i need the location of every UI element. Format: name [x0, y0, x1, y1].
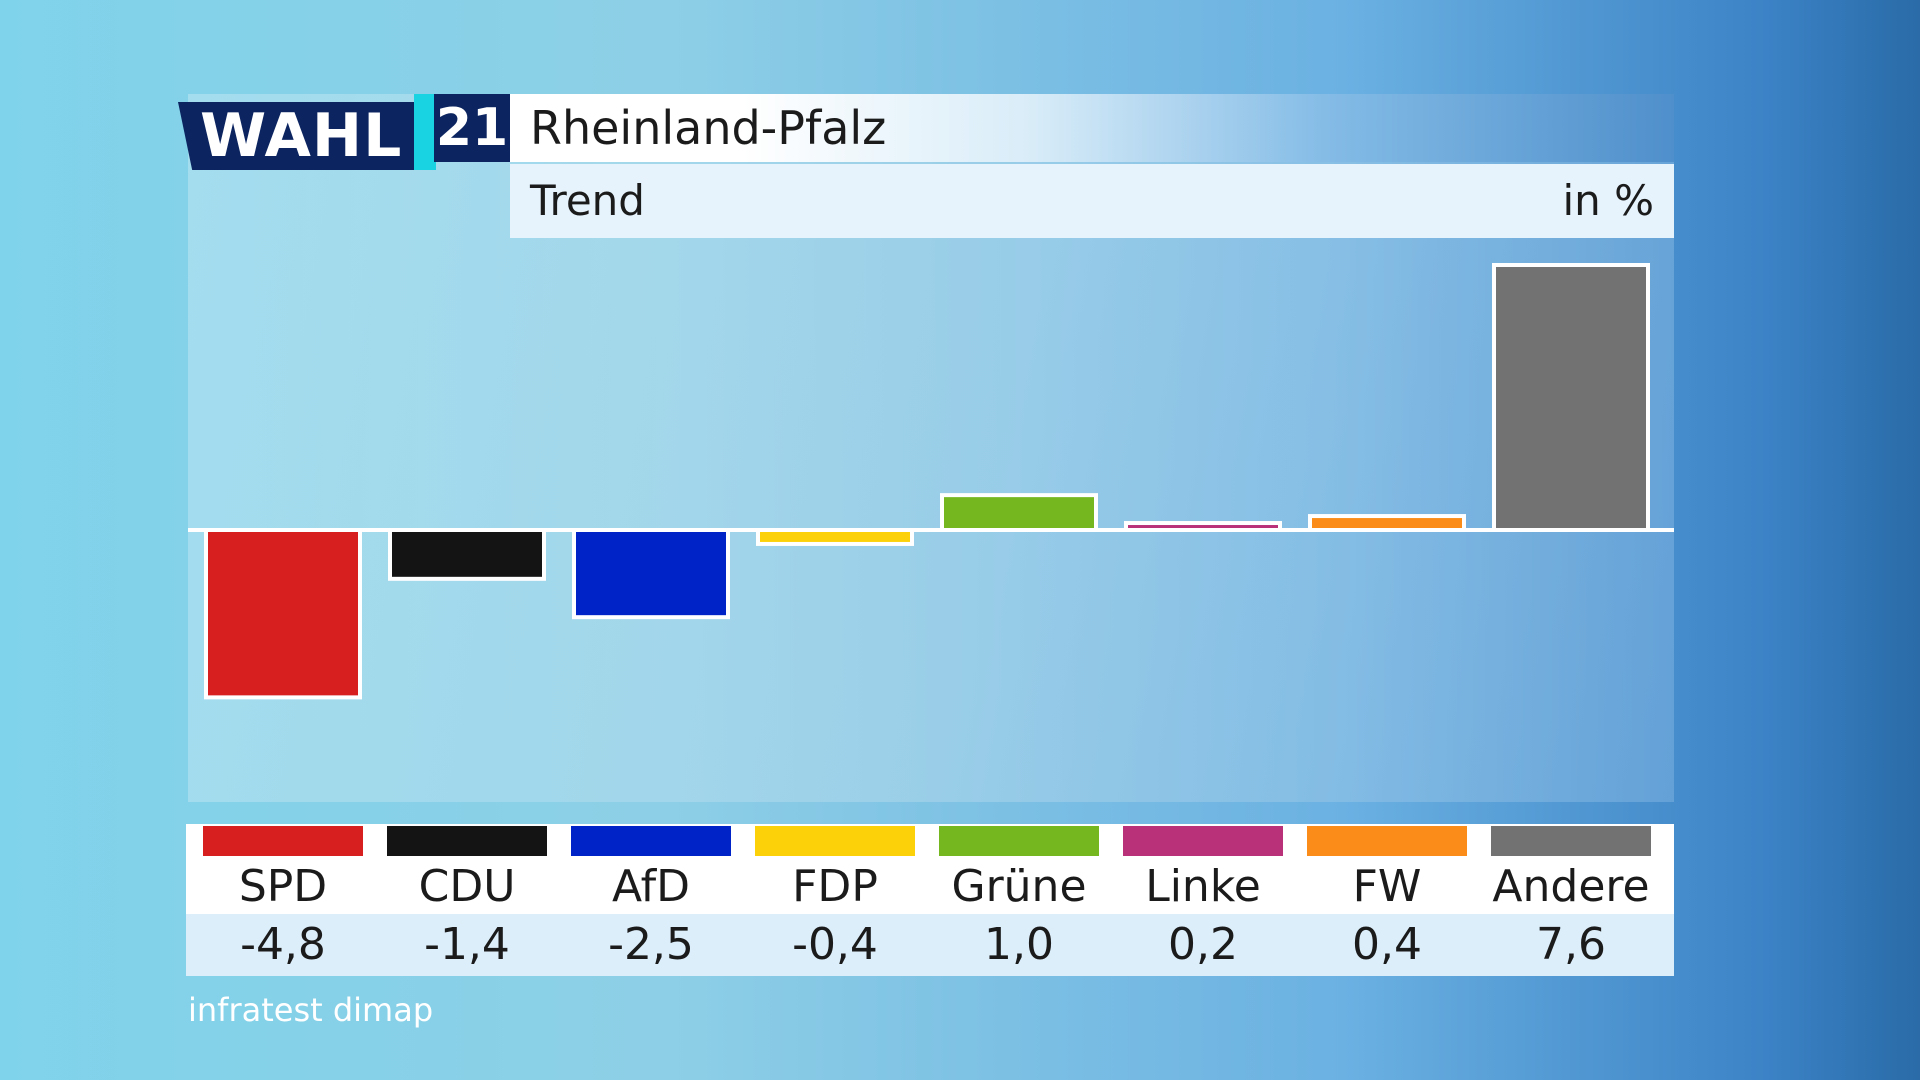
legend-swatch-spd: [203, 826, 363, 856]
value-label-andere: 7,6: [1536, 919, 1606, 970]
category-label-afd: AfD: [612, 861, 690, 912]
chart-subtitle: Trend: [530, 176, 645, 225]
legend-swatch-fw: [1307, 826, 1467, 856]
category-label-andere: Andere: [1492, 861, 1650, 912]
title-bar: Rheinland-Pfalz: [510, 94, 1674, 162]
category-label-spd: SPD: [238, 861, 328, 912]
bar-fw: [1308, 514, 1466, 532]
legend-swatch-afd: [571, 826, 731, 856]
logo-year-number: 21: [434, 94, 510, 162]
bar-linke: [1124, 521, 1282, 532]
chart-title: Rheinland-Pfalz: [530, 101, 887, 155]
value-label-fw: 0,4: [1352, 919, 1422, 970]
category-label-fdp: FDP: [792, 861, 878, 912]
legend-swatch-linke: [1123, 826, 1283, 856]
logo-accent-stripe: [414, 94, 436, 170]
legend-swatch-cdu: [387, 826, 547, 856]
category-label-grüne: Grüne: [951, 861, 1087, 912]
category-label-fw: FW: [1352, 861, 1422, 912]
unit-label: in %: [1562, 176, 1654, 225]
bar-fdp: [756, 528, 914, 546]
value-label-spd: -4,8: [240, 919, 326, 970]
values-row: -4,8 -1,4 -2,5 -0,4 1,0 0,2 0,4 7,6: [186, 914, 1674, 976]
subtitle-bar: Trend in %: [510, 164, 1674, 238]
category-label-cdu: CDU: [418, 861, 516, 912]
category-label-linke: Linke: [1145, 861, 1261, 912]
value-label-cdu: -1,4: [424, 919, 510, 970]
bar-spd: [204, 528, 362, 700]
bar-afd: [572, 528, 730, 620]
legend-swatch-andere: [1491, 826, 1651, 856]
legend-swatch-fdp: [755, 826, 915, 856]
legend-swatch-grüne: [939, 826, 1099, 856]
wahl-logo: WAHL: [178, 102, 414, 170]
source-label: infratest dimap: [188, 991, 434, 1029]
bar-cdu: [388, 528, 546, 581]
bar-grüne: [940, 493, 1098, 533]
logo-wahl-text: WAHL: [200, 101, 403, 171]
legend-table: -4,8 -1,4 -2,5 -0,4 1,0 0,2 0,4 7,6 SPD CDU AfD FD…: [186, 824, 1674, 976]
value-label-afd: -2,5: [608, 919, 694, 970]
value-label-linke: 0,2: [1168, 919, 1238, 970]
bar-andere: [1492, 263, 1650, 532]
value-label-fdp: -0,4: [792, 919, 878, 970]
value-label-grüne: 1,0: [984, 919, 1054, 970]
